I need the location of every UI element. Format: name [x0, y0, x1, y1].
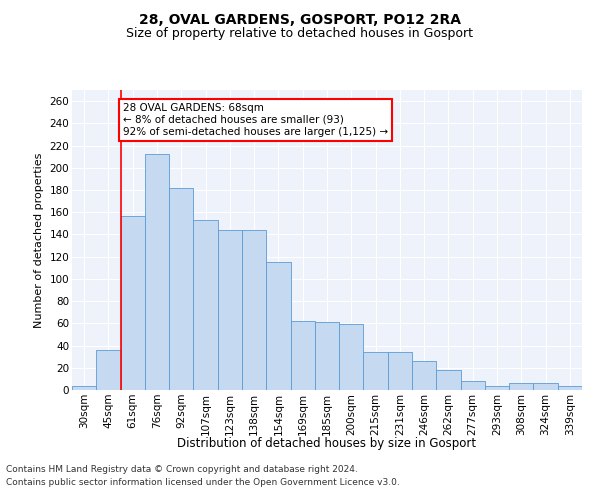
Bar: [388, 352, 412, 390]
Bar: [266, 262, 290, 390]
Text: 28 OVAL GARDENS: 68sqm
← 8% of detached houses are smaller (93)
92% of semi-deta: 28 OVAL GARDENS: 68sqm ← 8% of detached …: [123, 104, 388, 136]
Bar: [485, 386, 509, 390]
Y-axis label: Number of detached properties: Number of detached properties: [34, 152, 44, 328]
Text: Contains HM Land Registry data © Crown copyright and database right 2024.: Contains HM Land Registry data © Crown c…: [6, 466, 358, 474]
Text: 28, OVAL GARDENS, GOSPORT, PO12 2RA: 28, OVAL GARDENS, GOSPORT, PO12 2RA: [139, 12, 461, 26]
Text: Distribution of detached houses by size in Gosport: Distribution of detached houses by size …: [178, 438, 476, 450]
Bar: [121, 216, 145, 390]
Bar: [364, 352, 388, 390]
Bar: [290, 321, 315, 390]
Bar: [169, 188, 193, 390]
Text: Size of property relative to detached houses in Gosport: Size of property relative to detached ho…: [127, 28, 473, 40]
Bar: [218, 230, 242, 390]
Bar: [242, 230, 266, 390]
Bar: [339, 324, 364, 390]
Bar: [461, 381, 485, 390]
Bar: [72, 386, 96, 390]
Bar: [509, 384, 533, 390]
Bar: [96, 350, 121, 390]
Bar: [533, 384, 558, 390]
Bar: [145, 154, 169, 390]
Text: Contains public sector information licensed under the Open Government Licence v3: Contains public sector information licen…: [6, 478, 400, 487]
Bar: [558, 386, 582, 390]
Bar: [193, 220, 218, 390]
Bar: [436, 370, 461, 390]
Bar: [412, 361, 436, 390]
Bar: [315, 322, 339, 390]
